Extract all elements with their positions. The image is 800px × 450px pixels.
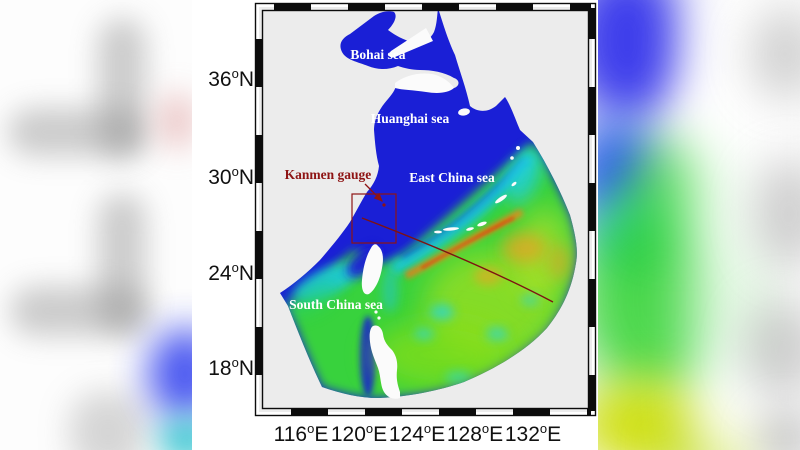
deep-yellowgreen <box>372 320 512 390</box>
map-figure: Bohai sea Huanghai sea East China sea So… <box>208 2 597 446</box>
luzon-island <box>369 325 400 399</box>
x-tick-124e: 124oE <box>389 421 445 446</box>
cyan-patch <box>430 304 454 320</box>
x-tick-128e: 128oE <box>447 421 503 446</box>
x-tick-132e: 132oE <box>505 421 561 446</box>
blur-blob-gray <box>10 286 148 336</box>
land-islands <box>361 28 520 399</box>
y-tick-18n: 18oN <box>208 355 254 380</box>
label-south-china-sea: South China sea <box>289 297 383 312</box>
ryukyu-island <box>466 227 474 231</box>
transect-line <box>361 217 554 303</box>
blur-blob-gray <box>98 193 146 333</box>
slope-red-core <box>421 216 515 270</box>
figure-panel: Bohai sea Huanghai sea East China sea So… <box>192 0 598 450</box>
ryukyu-island <box>495 194 507 204</box>
ryukyu-island <box>511 181 517 187</box>
shandong-peninsula <box>395 73 454 93</box>
ryukyu-island <box>477 221 487 227</box>
label-huanghai-sea: Huanghai sea <box>371 111 450 126</box>
frame-outer-line <box>254 2 597 417</box>
orange-patch <box>550 244 570 280</box>
frame-inner-line <box>261 9 590 410</box>
blur-blob-gray <box>744 298 800 400</box>
blur-blob-pink <box>156 92 192 150</box>
blur-blob-blue <box>598 0 688 122</box>
liaodong-peninsula <box>389 28 433 58</box>
small-island <box>374 310 378 314</box>
jeju-island <box>458 108 470 116</box>
blur-blob-gray <box>70 392 146 450</box>
backdrop-right-blur <box>598 0 800 450</box>
cyan-patch <box>414 328 434 340</box>
kanmen-arrow <box>364 183 383 202</box>
small-island <box>516 146 520 150</box>
cyan-widening <box>506 151 542 205</box>
label-east-china-sea: East China sea <box>409 170 495 185</box>
kanmen-zoom-box <box>351 193 397 244</box>
cyan-patch <box>445 371 471 383</box>
blur-blob-gray <box>8 108 146 156</box>
backdrop-left-blur <box>0 0 192 450</box>
blur-blob-gray <box>750 8 800 100</box>
x-tick-120e: 120oE <box>331 421 387 446</box>
cyan-patch <box>486 327 508 341</box>
blur-blob-blue <box>148 328 192 420</box>
scs-green <box>282 283 338 317</box>
taiwan-island <box>361 244 383 295</box>
ryukyu-island <box>443 227 459 231</box>
y-tick-30n: 30oN <box>208 164 254 189</box>
x-tick-116e: 116oE <box>274 421 329 446</box>
orange-patch <box>474 267 502 285</box>
x-axis: 116oE 120oE 124oE 128oE 132oE <box>274 421 562 446</box>
kanmen-gauge-marker <box>382 203 386 207</box>
ryukyu-island <box>434 230 442 234</box>
y-tick-36n: 36oN <box>208 66 254 91</box>
small-island <box>377 316 381 320</box>
cyan-patch <box>382 268 398 312</box>
map-frame <box>254 2 597 417</box>
orange-patch <box>502 233 546 263</box>
cyan-patch <box>521 294 539 306</box>
label-kanmen-gauge: Kanmen gauge <box>285 167 372 182</box>
label-bohai-sea: Bohai sea <box>350 47 405 62</box>
blur-blob-gray <box>98 18 146 158</box>
blur-blob-cyan <box>158 416 192 450</box>
y-axis: 36oN 30oN 24oN 18oN <box>208 66 254 380</box>
small-island <box>510 156 514 160</box>
y-tick-24n: 24oN <box>208 260 254 285</box>
